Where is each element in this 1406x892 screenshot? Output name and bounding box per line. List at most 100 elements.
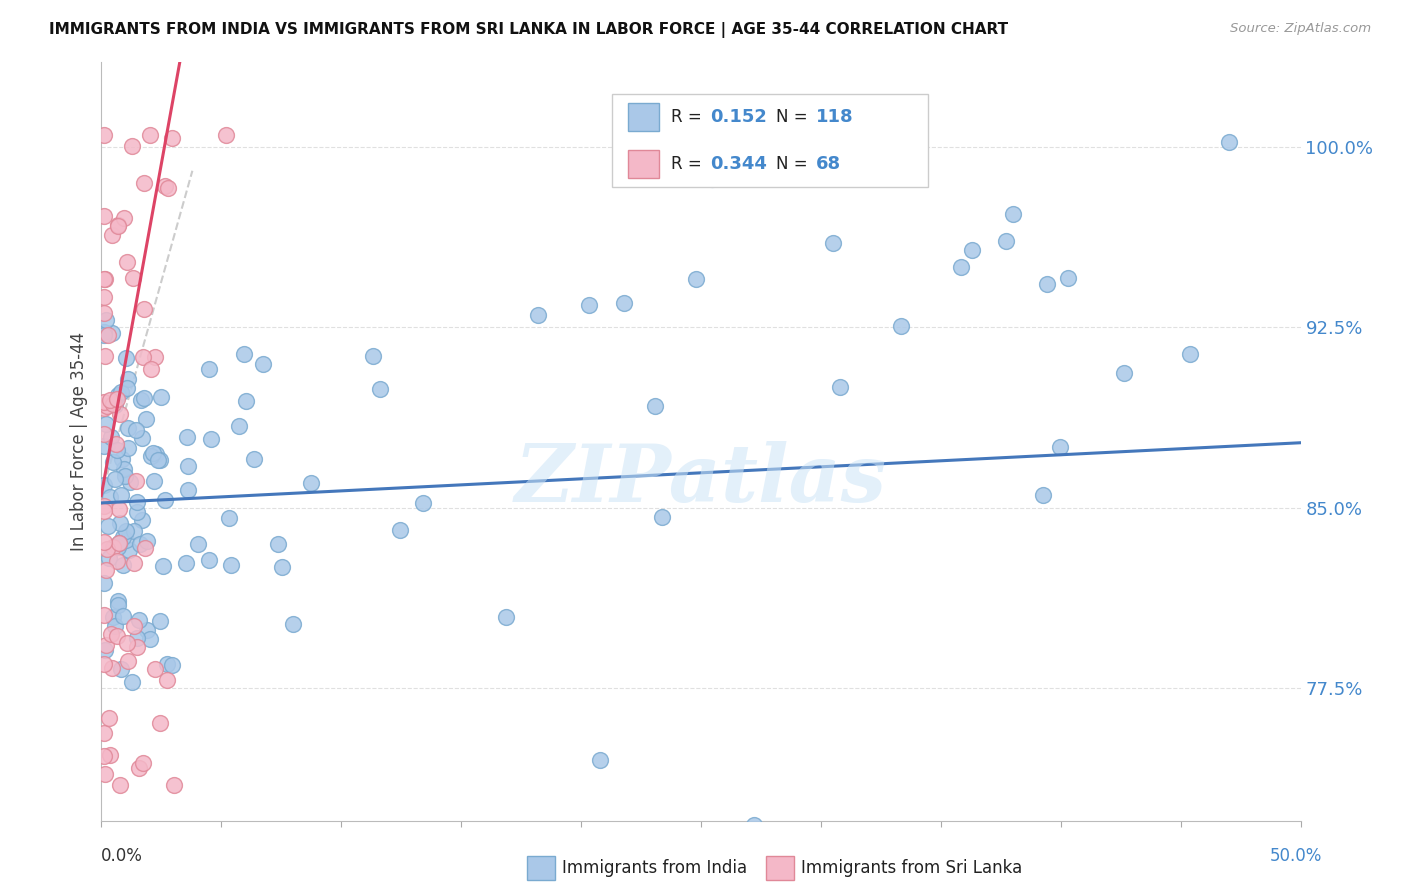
- Point: [118, 475, 141, 490]
- Point: [107, 541, 129, 555]
- Point: [93, 608, 115, 623]
- Point: [281, 617, 304, 632]
- Point: [121, 271, 143, 285]
- Point: [200, 432, 222, 446]
- Point: [117, 654, 139, 668]
- Point: [108, 535, 131, 549]
- Point: [117, 255, 139, 269]
- Point: [135, 411, 157, 425]
- Point: [115, 351, 138, 365]
- Point: [117, 372, 139, 386]
- Point: [105, 442, 128, 457]
- Point: [186, 536, 208, 550]
- Point: [100, 430, 122, 444]
- Point: [1218, 135, 1240, 149]
- Point: [233, 347, 256, 361]
- Point: [93, 726, 115, 740]
- Point: [134, 301, 156, 316]
- Point: [93, 401, 115, 415]
- Point: [104, 472, 127, 486]
- Point: [152, 559, 174, 574]
- Point: [149, 716, 172, 731]
- Point: [155, 179, 177, 194]
- Point: [101, 227, 124, 242]
- Point: [93, 128, 115, 142]
- Point: [107, 219, 129, 233]
- Point: [98, 392, 121, 407]
- Point: [93, 503, 115, 517]
- Point: [110, 516, 132, 530]
- Point: [94, 563, 117, 577]
- Point: [114, 468, 136, 483]
- Point: [122, 618, 145, 632]
- Point: [103, 397, 125, 411]
- Point: [142, 446, 165, 460]
- Point: [143, 662, 166, 676]
- Point: [132, 350, 155, 364]
- Point: [114, 524, 136, 538]
- Point: [821, 235, 844, 250]
- Point: [644, 399, 666, 413]
- Point: [93, 210, 115, 224]
- Point: [97, 328, 120, 343]
- Point: [589, 754, 612, 768]
- Point: [97, 519, 120, 533]
- Point: [139, 361, 162, 376]
- Point: [131, 513, 153, 527]
- Point: [107, 594, 129, 608]
- Point: [1001, 207, 1024, 221]
- Point: [96, 639, 118, 653]
- Point: [149, 614, 172, 628]
- Point: [156, 181, 179, 195]
- Point: [101, 660, 124, 674]
- Point: [198, 362, 221, 376]
- Point: [100, 626, 122, 640]
- Point: [93, 642, 115, 657]
- Point: [93, 328, 115, 343]
- Point: [110, 662, 132, 676]
- Point: [115, 636, 138, 650]
- Point: [108, 407, 131, 421]
- Point: [111, 531, 134, 545]
- Point: [994, 234, 1017, 248]
- Point: [578, 298, 600, 312]
- Point: [176, 483, 198, 498]
- Point: [108, 778, 131, 792]
- Point: [198, 553, 221, 567]
- Point: [105, 629, 128, 643]
- Point: [132, 756, 155, 771]
- Point: [742, 818, 765, 832]
- Point: [108, 502, 131, 516]
- Point: [651, 510, 673, 524]
- Point: [176, 430, 198, 444]
- Point: [112, 608, 135, 623]
- Point: [93, 499, 115, 513]
- Point: [145, 446, 167, 460]
- Point: [93, 749, 115, 764]
- Point: [128, 614, 150, 628]
- Point: [177, 458, 200, 473]
- Text: 0.0%: 0.0%: [101, 847, 143, 865]
- Point: [1178, 347, 1201, 361]
- Point: [93, 289, 115, 303]
- Point: [139, 632, 162, 646]
- Point: [105, 554, 128, 568]
- Point: [117, 441, 139, 455]
- Y-axis label: In Labor Force | Age 35-44: In Labor Force | Age 35-44: [70, 332, 89, 551]
- Point: [142, 475, 165, 489]
- Text: 68: 68: [815, 155, 841, 173]
- Point: [105, 392, 128, 407]
- Point: [98, 490, 121, 504]
- Text: Immigrants from India: Immigrants from India: [562, 859, 748, 877]
- Point: [128, 537, 150, 551]
- Point: [117, 421, 139, 435]
- Point: [139, 128, 162, 142]
- Point: [96, 542, 118, 557]
- Point: [101, 326, 124, 340]
- Point: [1057, 270, 1080, 285]
- Point: [93, 394, 115, 409]
- Point: [143, 350, 166, 364]
- Point: [613, 296, 636, 310]
- Point: [115, 533, 138, 547]
- Text: 0.344: 0.344: [710, 155, 766, 173]
